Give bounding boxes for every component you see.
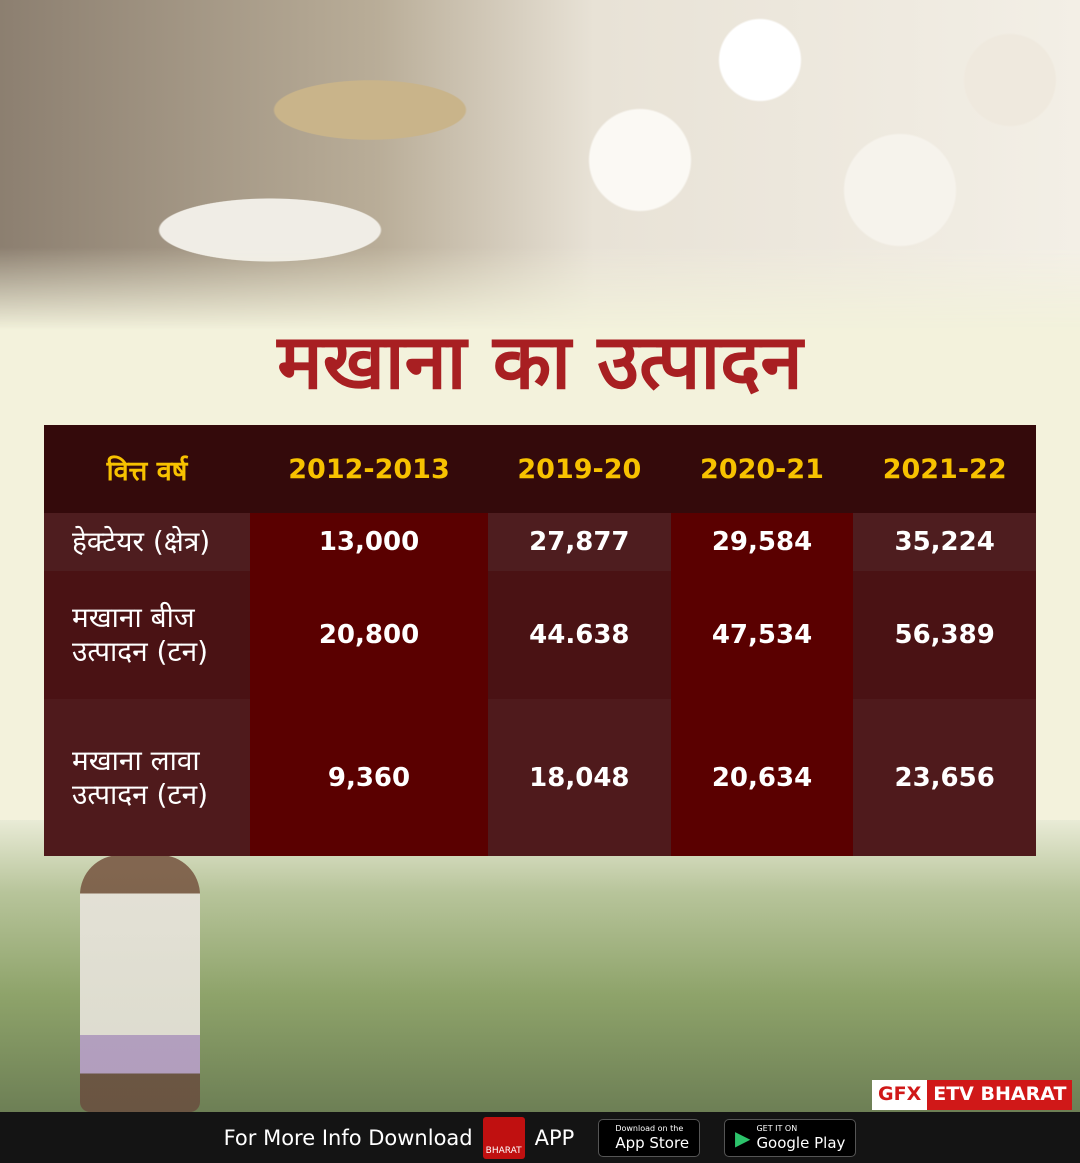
table-cell: 23,656 bbox=[853, 699, 1036, 856]
table-row: मखाना लावा उत्पादन (टन) 9,360 18,048 20,… bbox=[44, 699, 1036, 856]
row-label: मखाना बीज उत्पादन (टन) bbox=[44, 571, 250, 699]
table-cell: 44.638 bbox=[488, 571, 671, 699]
table-cell: 27,877 bbox=[488, 513, 671, 571]
table-header: वित्त वर्ष 2012-2013 2019-20 2020-21 202… bbox=[44, 425, 1036, 513]
farmer-figure bbox=[80, 855, 200, 1112]
appstore-small: Download on the bbox=[615, 1123, 684, 1133]
table-row: मखाना बीज उत्पादन (टन) 20,800 44.638 47,… bbox=[44, 571, 1036, 699]
production-table: वित्त वर्ष 2012-2013 2019-20 2020-21 202… bbox=[44, 425, 1036, 856]
table-cell: 13,000 bbox=[250, 513, 489, 571]
header-cell: 2019-20 bbox=[488, 425, 671, 513]
table-cell: 35,224 bbox=[853, 513, 1036, 571]
play-icon: ▶ bbox=[735, 1125, 751, 1150]
table-cell: 9,360 bbox=[250, 699, 489, 856]
play-label: Google Play bbox=[756, 1133, 846, 1152]
table-cell: 56,389 bbox=[853, 571, 1036, 699]
appstore-label: App Store bbox=[615, 1133, 690, 1152]
footer-bar: For More Info Download BHARAT APP Downlo… bbox=[0, 1112, 1080, 1163]
table-row: हेक्टेयर (क्षेत्र) 13,000 27,877 29,584 … bbox=[44, 513, 1036, 571]
header-cell: 2021-22 bbox=[853, 425, 1036, 513]
brand-label: ETV BHARAT bbox=[927, 1080, 1073, 1110]
app-store-button[interactable]: Download on the App Store bbox=[598, 1118, 701, 1157]
row-label: हेक्टेयर (क्षेत्र) bbox=[44, 513, 250, 571]
etv-logo[interactable]: BHARAT bbox=[482, 1116, 525, 1159]
makhana-photo bbox=[0, 0, 1080, 330]
page-title: मखाना का उत्पादन bbox=[277, 317, 803, 406]
header-cell: वित्त वर्ष bbox=[44, 425, 250, 513]
table-cell: 47,534 bbox=[670, 571, 854, 699]
table-cell: 20,634 bbox=[670, 699, 854, 856]
gfx-label: GFX bbox=[872, 1080, 928, 1110]
row-label: मखाना लावा उत्पादन (टन) bbox=[44, 699, 250, 856]
header-cell: 2020-21 bbox=[670, 425, 854, 513]
gfx-badge: GFX ETV BHARAT bbox=[872, 1080, 1073, 1110]
google-play-button[interactable]: ▶ GET IT ON Google Play bbox=[724, 1118, 857, 1157]
table-cell: 18,048 bbox=[488, 699, 671, 856]
header-cell: 2012-2013 bbox=[250, 425, 489, 513]
table-cell: 29,584 bbox=[670, 513, 854, 571]
app-label: APP bbox=[534, 1125, 575, 1150]
table-cell: 20,800 bbox=[250, 571, 489, 699]
play-small: GET IT ON bbox=[756, 1123, 798, 1133]
footer-text: For More Info Download bbox=[223, 1125, 473, 1150]
